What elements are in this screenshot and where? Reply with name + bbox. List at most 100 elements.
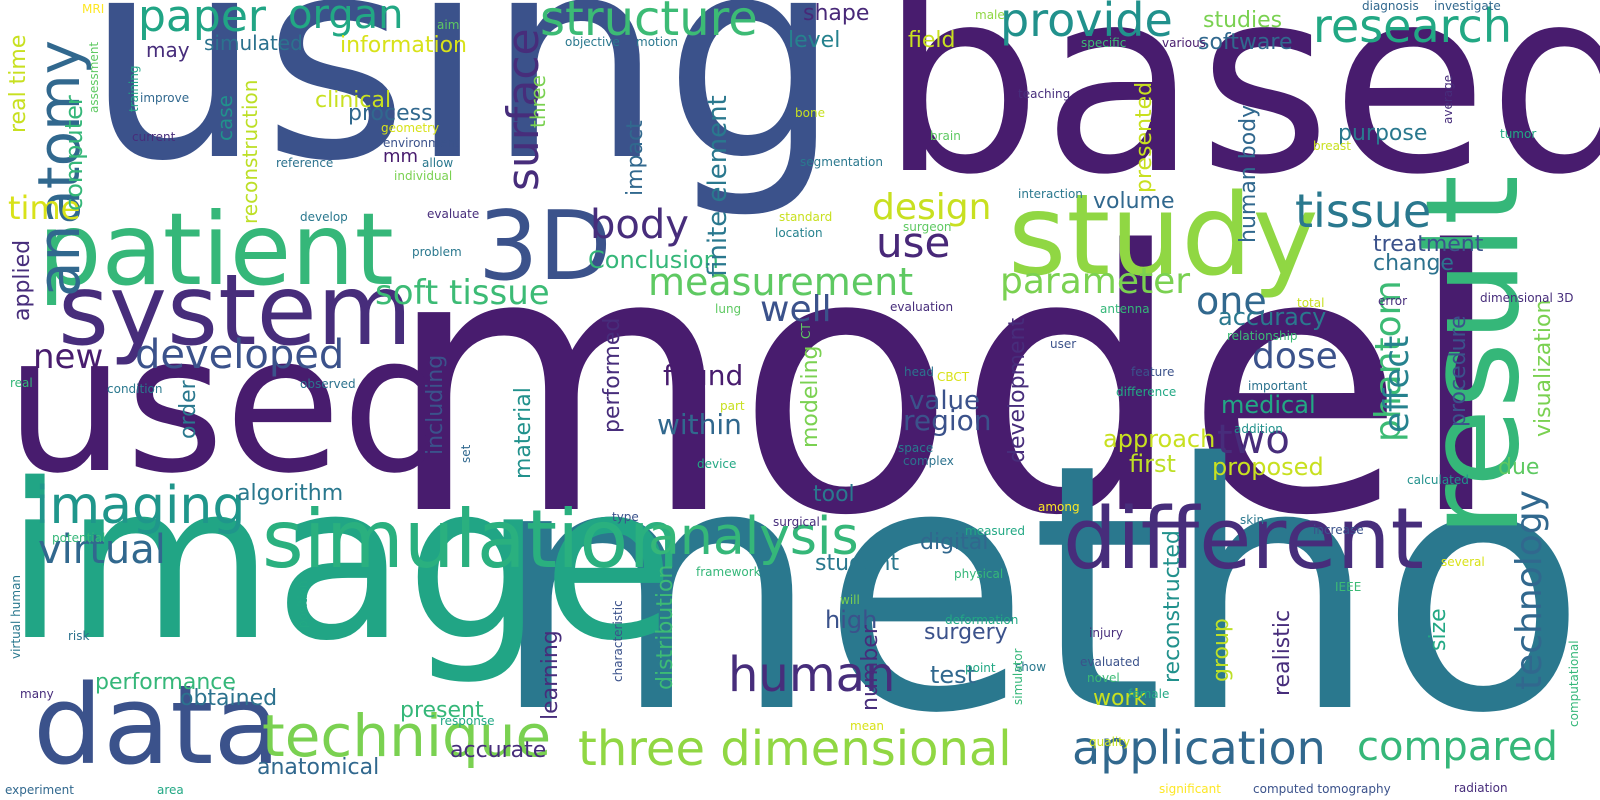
word-error: error [1378, 294, 1408, 308]
word-approach: approach [1103, 425, 1216, 453]
word-dimensional-3d: dimensional 3D [1480, 291, 1574, 305]
word-level: level [788, 28, 841, 53]
word-application: application [1072, 721, 1326, 775]
word-breast: breast [1313, 139, 1351, 153]
word-one: one [1196, 279, 1267, 323]
word-deformation: deformation [945, 613, 1019, 627]
word-applied: applied [10, 239, 35, 321]
word-will: will [840, 593, 860, 607]
word-study: study [1008, 171, 1319, 301]
word-device: device [697, 457, 737, 471]
word-tissue: tissue [1295, 184, 1432, 238]
word-including: including [423, 354, 448, 455]
word-important: important [1248, 379, 1308, 393]
word-point: point [965, 661, 996, 675]
word-motion: motion [636, 35, 679, 49]
word-surgeon: surgeon [903, 220, 952, 234]
word-provide: provide [1000, 0, 1173, 47]
word-structure: structure [540, 0, 758, 47]
word-shape: shape [803, 1, 870, 26]
word-real: real [10, 376, 33, 390]
word-first: first [1129, 450, 1176, 478]
word-patient: patient [38, 191, 394, 308]
word-material: material [511, 387, 536, 479]
word-found: found [663, 359, 744, 392]
word-risk: risk [68, 629, 90, 643]
word-soft-tissue: soft tissue [375, 273, 550, 313]
word-purpose: purpose [1338, 121, 1428, 146]
word-modeling: modeling [798, 345, 823, 448]
word-standard: standard [779, 210, 833, 224]
word-investigate: investigate [1434, 0, 1501, 13]
word-presented: presented [1132, 81, 1157, 193]
word-algorithm: algorithm [237, 481, 344, 506]
word-virtual: virtual [38, 527, 166, 573]
word-improve: improve [140, 91, 190, 105]
word-position: position [296, 580, 310, 628]
word-assessment: assessment [87, 41, 101, 113]
word-order: order [176, 380, 201, 439]
word-problem: problem [412, 245, 462, 259]
word-cbct: CBCT [937, 370, 970, 384]
word-medical: medical [1221, 391, 1316, 419]
word-set: set [459, 444, 473, 463]
word-real-time: real time [6, 34, 31, 133]
word-measured: measured [965, 524, 1025, 538]
word-3d: 3D [478, 192, 612, 302]
word-difference: difference [1116, 385, 1177, 399]
word-brain: brain [930, 129, 961, 143]
word-head: head [904, 365, 934, 379]
word-area: area [157, 783, 184, 797]
word-conclusion: Conclusion [588, 246, 719, 274]
word-technique: technique [262, 702, 552, 770]
word-antenna: antenna [1100, 302, 1150, 316]
word-within: within [657, 408, 742, 441]
word-anatomical: anatomical [257, 755, 380, 780]
word-high: high [825, 606, 878, 634]
word-time: time [8, 189, 81, 227]
word-aim: aim [437, 18, 460, 32]
word-accurate: accurate [450, 738, 547, 763]
word-technology: technology [1509, 490, 1550, 690]
word-evaluated: evaluated [1080, 655, 1140, 669]
word-many: many [20, 687, 54, 701]
word-condition: condition [107, 382, 163, 396]
word-user: user [1050, 337, 1077, 351]
word-reconstructed: reconstructed [1160, 530, 1185, 683]
word-developed: developed [135, 332, 345, 378]
word-develop: develop [300, 210, 348, 224]
word-procedure: procedure [1446, 315, 1471, 427]
word-imaging: imaging [35, 476, 246, 536]
word-compared: compared [1357, 724, 1558, 770]
word-space: space [898, 441, 934, 455]
word-field: field [908, 28, 956, 53]
word-impact: impact [623, 120, 648, 196]
word-method: method [490, 392, 1600, 788]
word-computational: computational [1567, 640, 1581, 727]
word-case: case [213, 95, 237, 141]
word-complex: complex [903, 454, 954, 468]
word-significant: significant [1159, 782, 1221, 796]
word-among: among [1038, 500, 1080, 514]
word-potential: potential [52, 531, 106, 545]
word-bone: bone [795, 106, 825, 120]
word-response: response [440, 714, 495, 728]
word-clinical: clinical [315, 88, 392, 113]
word-location: location [775, 226, 823, 240]
word-body: body [590, 202, 689, 248]
word-digital: digital [920, 530, 989, 555]
word-learning: learning [538, 630, 563, 720]
word-reference: reference [276, 156, 334, 170]
word-female: female [1128, 687, 1170, 701]
word-two: two [1217, 417, 1290, 463]
word-three: three [526, 75, 550, 128]
word-objective: objective [565, 35, 620, 49]
word-distribution: distribution [653, 564, 678, 690]
word-interaction: interaction [1018, 187, 1083, 201]
word-size: size [1426, 608, 1451, 651]
word-research: research [1313, 0, 1513, 53]
word-specific: specific [1081, 36, 1127, 50]
word-simulator: simulator [1011, 648, 1025, 705]
word-dose: dose [1252, 336, 1338, 377]
